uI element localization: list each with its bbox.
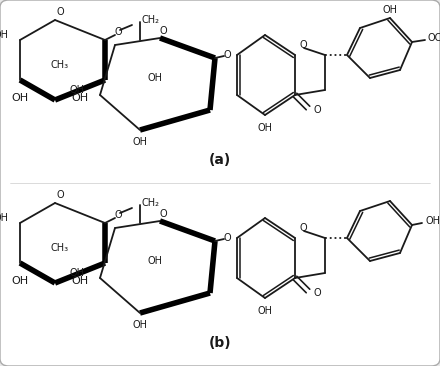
- Text: OH: OH: [425, 216, 440, 226]
- Text: O: O: [223, 233, 231, 243]
- Text: OH: OH: [70, 85, 85, 95]
- Text: O: O: [159, 26, 167, 36]
- Text: CH₃: CH₃: [51, 60, 69, 70]
- Text: CH₂: CH₂: [142, 15, 160, 25]
- Text: (b): (b): [209, 336, 231, 350]
- Text: O: O: [159, 209, 167, 219]
- Text: O: O: [114, 210, 122, 220]
- Text: OH: OH: [11, 93, 29, 103]
- Text: CH₂: CH₂: [142, 198, 160, 208]
- Text: O: O: [299, 223, 307, 233]
- Text: OH: OH: [382, 5, 397, 15]
- Text: O: O: [56, 190, 64, 200]
- Text: OH: OH: [0, 213, 8, 223]
- Text: O: O: [56, 7, 64, 17]
- Text: OH: OH: [257, 306, 272, 316]
- Text: CH₃: CH₃: [51, 243, 69, 253]
- Text: O: O: [313, 288, 321, 298]
- Text: OH: OH: [147, 256, 162, 266]
- Text: OH: OH: [132, 137, 147, 147]
- Text: OH: OH: [71, 276, 88, 286]
- Text: OH: OH: [70, 268, 85, 278]
- Text: OH: OH: [71, 93, 88, 103]
- Text: O: O: [299, 40, 307, 50]
- Text: O: O: [223, 50, 231, 60]
- Text: (a): (a): [209, 153, 231, 167]
- Text: OCH₃: OCH₃: [428, 33, 440, 43]
- Text: OH: OH: [147, 73, 162, 83]
- Text: OH: OH: [132, 320, 147, 330]
- Text: OH: OH: [257, 123, 272, 133]
- Text: O: O: [313, 105, 321, 115]
- Text: O: O: [114, 27, 122, 37]
- Text: OH: OH: [11, 276, 29, 286]
- Text: OH: OH: [0, 30, 8, 40]
